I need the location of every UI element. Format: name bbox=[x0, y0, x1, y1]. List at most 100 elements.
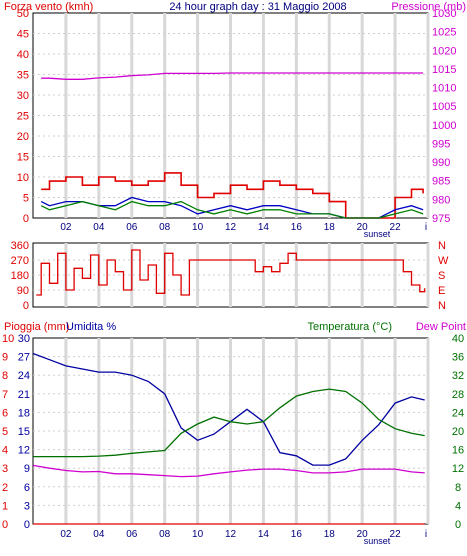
y-left-tick-label: 30 bbox=[17, 90, 29, 102]
humidity-tick-label: 9 bbox=[24, 463, 30, 475]
y-right-tick-label: 1015 bbox=[432, 64, 456, 76]
x-tick-label: 20 bbox=[357, 529, 369, 540]
temperature-tick-label: 28 bbox=[452, 389, 464, 401]
rain-tick-label: 10 bbox=[2, 333, 14, 345]
x-tick-label: 04 bbox=[93, 529, 105, 540]
rain-tick-label: 2 bbox=[2, 482, 8, 494]
wind-series-calm bbox=[40, 200, 424, 219]
y-left-tick-label: 20 bbox=[17, 131, 29, 143]
y-left-tick-label: 25 bbox=[17, 111, 29, 123]
x-tick-label: i bbox=[425, 222, 427, 233]
y-right-tick-label: 1000 bbox=[432, 120, 456, 132]
rain-tick-label: 8 bbox=[2, 370, 8, 382]
direction-compass-label: S bbox=[438, 270, 445, 282]
direction-compass-label: N bbox=[438, 240, 446, 252]
x-tick-label: 16 bbox=[291, 222, 303, 233]
x-tick-label: i bbox=[425, 529, 427, 540]
x-tick-label: 16 bbox=[291, 529, 303, 540]
x-tick-label: 02 bbox=[60, 222, 72, 233]
x-tick-label: 10 bbox=[192, 222, 204, 233]
chart-title: 24 hour graph day : 31 Maggio 2008 bbox=[169, 1, 346, 13]
temperature-tick-label: 8 bbox=[455, 482, 461, 494]
rain-tick-label: 7 bbox=[2, 389, 8, 401]
wind-series-pressure bbox=[41, 72, 424, 80]
y-right-tick-label: 985 bbox=[432, 176, 450, 188]
y-right-tick-label: 975 bbox=[432, 213, 450, 225]
x-tick-label: 06 bbox=[126, 529, 138, 540]
temperature-y-label: Temperatura (°C) bbox=[308, 321, 392, 333]
y-right-tick-label: 1025 bbox=[432, 27, 456, 39]
sunset-annotation: sunset bbox=[364, 536, 391, 546]
humidity-tick-label: 21 bbox=[18, 389, 30, 401]
humidity-tick-label: 27 bbox=[18, 352, 30, 364]
rain-tick-label: 6 bbox=[2, 407, 8, 419]
humidity-tick-label: 3 bbox=[24, 500, 30, 512]
rain-y-label: Pioggia (mm) bbox=[4, 321, 69, 333]
y-right-tick-label: 995 bbox=[432, 138, 450, 150]
y-right-tick-label: 1030 bbox=[432, 8, 456, 20]
x-tick-label: 14 bbox=[258, 529, 270, 540]
x-tick-label: 12 bbox=[225, 222, 237, 233]
direction-degree-label: 180 bbox=[11, 270, 29, 282]
temperature-tick-label: 24 bbox=[452, 407, 464, 419]
direction-degree-label: 360 bbox=[11, 240, 29, 252]
humidity-tick-label: 15 bbox=[18, 426, 30, 438]
rain-tick-label: 0 bbox=[2, 519, 8, 531]
rain-tick-label: 4 bbox=[2, 445, 8, 457]
y-left-tick-label: 35 bbox=[17, 70, 29, 82]
pressure-y-label: Pressione (mb) bbox=[391, 1, 466, 13]
x-tick-label: 06 bbox=[126, 222, 138, 233]
rain-tick-label: 1 bbox=[2, 500, 8, 512]
weather-series-temperature bbox=[33, 388, 425, 458]
x-tick-label: 14 bbox=[258, 222, 270, 233]
temperature-tick-label: 12 bbox=[452, 463, 464, 475]
y-left-tick-label: 40 bbox=[17, 49, 29, 61]
temperature-tick-label: 32 bbox=[452, 370, 464, 382]
humidity-y-label: Umidita % bbox=[66, 321, 116, 333]
sunset-annotation: sunset bbox=[364, 229, 391, 239]
x-tick-label: 08 bbox=[159, 529, 171, 540]
temperature-tick-label: 20 bbox=[452, 426, 464, 438]
temperature-tick-label: 16 bbox=[452, 445, 464, 457]
x-tick-label: 18 bbox=[324, 529, 336, 540]
y-right-tick-label: 980 bbox=[432, 194, 450, 206]
rain-tick-label: 3 bbox=[2, 463, 8, 475]
x-tick-label: 12 bbox=[225, 529, 237, 540]
y-left-tick-label: 50 bbox=[17, 8, 29, 20]
weather-series-dew-point bbox=[32, 464, 425, 478]
y-left-tick-label: 5 bbox=[23, 193, 29, 205]
temperature-tick-label: 40 bbox=[452, 333, 464, 345]
x-tick-label: 10 bbox=[192, 529, 204, 540]
x-tick-label: 04 bbox=[93, 222, 105, 233]
y-left-tick-label: 10 bbox=[17, 172, 29, 184]
dew-point-y-label: Dew Point bbox=[416, 321, 466, 333]
y-right-tick-label: 990 bbox=[432, 157, 450, 169]
direction-compass-label: N bbox=[438, 300, 446, 312]
x-tick-label: 02 bbox=[60, 529, 72, 540]
humidity-tick-label: 18 bbox=[18, 407, 30, 419]
humidity-tick-label: 12 bbox=[18, 445, 30, 457]
rain-tick-label: 5 bbox=[2, 426, 8, 438]
x-tick-label: 22 bbox=[390, 222, 402, 233]
direction-compass-label: E bbox=[438, 285, 445, 297]
direction-degree-label: 90 bbox=[17, 285, 29, 297]
y-left-tick-label: 15 bbox=[17, 152, 29, 164]
direction-degree-label: 270 bbox=[11, 255, 29, 267]
y-right-tick-label: 1010 bbox=[432, 83, 456, 95]
humidity-tick-label: 24 bbox=[18, 370, 30, 382]
y-left-tick-label: 0 bbox=[23, 213, 29, 225]
temperature-tick-label: 36 bbox=[452, 352, 464, 364]
x-tick-label: 22 bbox=[390, 529, 402, 540]
direction-degree-label: 0 bbox=[23, 300, 29, 312]
temperature-tick-label: 4 bbox=[455, 500, 461, 512]
humidity-tick-label: 6 bbox=[24, 482, 30, 494]
y-left-tick-label: 45 bbox=[17, 29, 29, 41]
humidity-tick-label: 30 bbox=[18, 333, 30, 345]
x-tick-label: 20 bbox=[357, 222, 369, 233]
wind-y-label: Forza vento (kmh) bbox=[4, 1, 93, 13]
temperature-tick-label: 0 bbox=[455, 519, 461, 531]
y-right-tick-label: 1005 bbox=[432, 101, 456, 113]
rain-tick-label: 9 bbox=[2, 352, 8, 364]
y-right-tick-label: 1020 bbox=[432, 45, 456, 57]
